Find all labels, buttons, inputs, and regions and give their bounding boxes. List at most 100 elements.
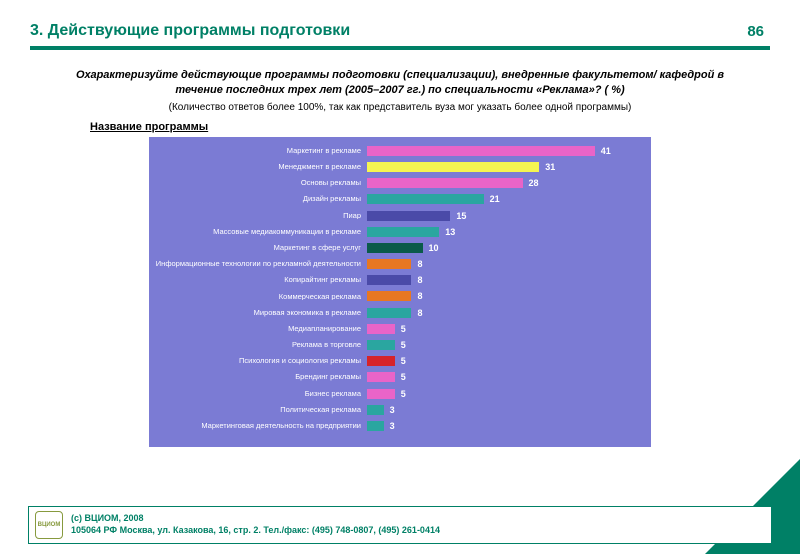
bar-value: 15 (456, 211, 466, 221)
bar (367, 146, 595, 156)
header: 3. Действующие программы подготовки 86 (0, 0, 800, 46)
bar-label: Политическая реклама (149, 406, 367, 414)
bar (367, 259, 411, 269)
bar (367, 356, 395, 366)
bar (367, 162, 539, 172)
bar (367, 211, 450, 221)
bar (367, 405, 384, 415)
page-title: 3. Действующие программы подготовки (30, 22, 747, 40)
bar-chart: Маркетинг в рекламе 41 Менеджмент в реклам… (149, 137, 651, 447)
bar-row: Информационные технологии по рекламной д… (149, 256, 651, 272)
bar-label: Пиар (149, 212, 367, 220)
bar-label: Массовые медиакоммуникации в рекламе (149, 228, 367, 236)
bar-row: Коммерческая реклама 8 (149, 288, 651, 304)
bar-label: Информационные технологии по рекламной д… (149, 260, 367, 268)
bar-value: 31 (545, 162, 555, 172)
bar-value: 8 (417, 308, 422, 318)
bar-value: 5 (401, 389, 406, 399)
bar-row: Пиар 15 (149, 207, 651, 223)
bar (367, 275, 411, 285)
bar-value: 5 (401, 356, 406, 366)
bar (367, 227, 439, 237)
bar (367, 389, 395, 399)
logo-icon: ВЦИОМ (35, 511, 63, 539)
bar-value: 3 (390, 421, 395, 431)
bar-value: 13 (445, 227, 455, 237)
survey-question: Охарактеризуйте действующие программы по… (0, 50, 800, 102)
bar-label: Мировая экономика в рекламе (149, 309, 367, 317)
footer: ВЦИОМ (с) ВЦИОМ, 2008 105064 РФ Москва, … (28, 506, 772, 544)
chart-subtitle: Название программы (0, 121, 800, 137)
bar-row: Дизайн рекламы 21 (149, 191, 651, 207)
bar-value: 21 (490, 194, 500, 204)
bar-row: Политическая реклама 3 (149, 402, 651, 418)
bar-label: Основы рекламы (149, 179, 367, 187)
footer-line1: (с) ВЦИОМ, 2008 (71, 513, 440, 525)
bar (367, 372, 395, 382)
bar-row: Реклама в торговле5 (149, 337, 651, 353)
bar-row: Медиапланирование 5 (149, 321, 651, 337)
bar-track: 15 (367, 211, 651, 221)
bar-track: 8 (367, 291, 651, 301)
bar-value: 28 (529, 178, 539, 188)
bar-track: 28 (367, 178, 651, 188)
bar (367, 243, 423, 253)
bar-track: 41 (367, 146, 651, 156)
bar-row: Менеджмент в рекламе 31 (149, 159, 651, 175)
bar-track: 13 (367, 227, 651, 237)
bar-label: Маркетинговая деятельность на предприяти… (149, 422, 367, 430)
bar-label: Психология и социология рекламы (149, 357, 367, 365)
page-number: 86 (747, 23, 764, 40)
bar-label: Коммерческая реклама (149, 293, 367, 301)
bar-value: 8 (417, 291, 422, 301)
bar (367, 178, 523, 188)
bar-track: 5 (367, 389, 651, 399)
bar (367, 308, 411, 318)
bar-track: 8 (367, 308, 651, 318)
bar-row: Копирайтинг рекламы 8 (149, 272, 651, 288)
bar-value: 5 (401, 372, 406, 382)
bar-track: 31 (367, 162, 651, 172)
bar-track: 8 (367, 275, 651, 285)
bar-track: 10 (367, 243, 651, 253)
bar-row: Психология и социология рекламы 5 (149, 353, 651, 369)
bar-value: 8 (417, 259, 422, 269)
bar-track: 5 (367, 372, 651, 382)
bar (367, 421, 384, 431)
bar-value: 41 (601, 146, 611, 156)
survey-note: (Количество ответов более 100%, так как … (0, 102, 800, 121)
bar-track: 5 (367, 356, 651, 366)
bar-track: 21 (367, 194, 651, 204)
bar-row: Маркетинг в сфере услуг 10 (149, 240, 651, 256)
bar-label: Дизайн рекламы (149, 195, 367, 203)
bar-label: Реклама в торговле (149, 341, 367, 349)
bar (367, 194, 484, 204)
bar-value: 8 (417, 275, 422, 285)
bar (367, 324, 395, 334)
bar-label: Маркетинг в рекламе (149, 147, 367, 155)
bar-track: 5 (367, 324, 651, 334)
bar-label: Бизнес реклама (149, 390, 367, 398)
bar-row: Массовые медиакоммуникации в рекламе 13 (149, 224, 651, 240)
bar-label: Медиапланирование (149, 325, 367, 333)
footer-line2: 105064 РФ Москва, ул. Казакова, 16, стр.… (71, 525, 440, 537)
bar-value: 3 (390, 405, 395, 415)
bar-value: 10 (429, 243, 439, 253)
bar-value: 5 (401, 324, 406, 334)
bar-row: Мировая экономика в рекламе 8 (149, 305, 651, 321)
bar-label: Брендинг рекламы (149, 373, 367, 381)
bar (367, 291, 411, 301)
footer-text: (с) ВЦИОМ, 2008 105064 РФ Москва, ул. Ка… (71, 513, 440, 536)
bar-label: Менеджмент в рекламе (149, 163, 367, 171)
bar-track: 8 (367, 259, 651, 269)
bar-row: Основы рекламы 28 (149, 175, 651, 191)
bar (367, 340, 395, 350)
bar-track: 3 (367, 421, 651, 431)
bar-label: Копирайтинг рекламы (149, 276, 367, 284)
bar-track: 5 (367, 340, 651, 350)
bar-label: Маркетинг в сфере услуг (149, 244, 367, 252)
bar-row: Маркетинговая деятельность на предприяти… (149, 418, 651, 434)
bar-row: Бизнес реклама 5 (149, 386, 651, 402)
bar-row: Маркетинг в рекламе 41 (149, 143, 651, 159)
bar-track: 3 (367, 405, 651, 415)
